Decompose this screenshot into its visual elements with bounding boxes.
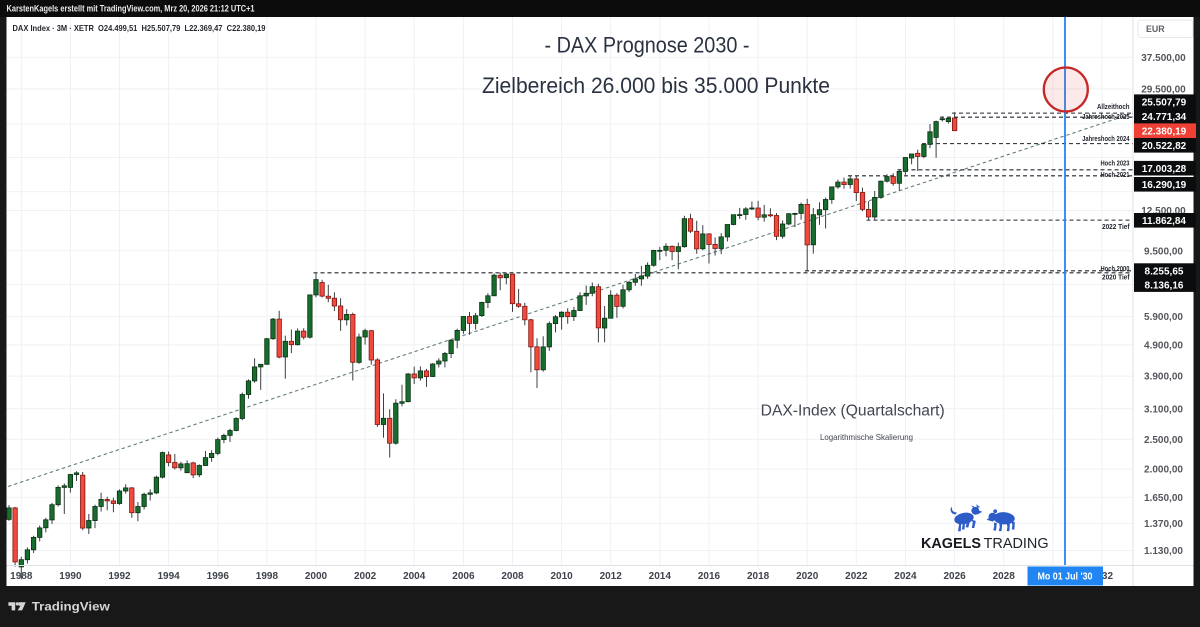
svg-text:16.290,19: 16.290,19 <box>1142 180 1187 191</box>
svg-text:1.650,00: 1.650,00 <box>1144 493 1183 504</box>
svg-text:3.100,00: 3.100,00 <box>1144 404 1183 415</box>
svg-text:1.370,00: 1.370,00 <box>1144 519 1183 530</box>
svg-text:1.130,00: 1.130,00 <box>1144 546 1183 557</box>
svg-text:TradingView: TradingView <box>32 602 110 614</box>
svg-text:12.500,00: 12.500,00 <box>1141 206 1186 217</box>
svg-text:Logarithmische Skalierung: Logarithmische Skalierung <box>820 432 913 442</box>
svg-text:Hoch 2021: Hoch 2021 <box>1101 172 1130 179</box>
svg-text:2026: 2026 <box>943 571 966 582</box>
svg-text:2010: 2010 <box>550 571 573 582</box>
svg-text:Hoch 2000: Hoch 2000 <box>1101 266 1130 273</box>
svg-text:2014: 2014 <box>649 571 672 582</box>
svg-text:8.136,16: 8.136,16 <box>1145 280 1184 291</box>
svg-text:Jahreshoch 2025: Jahreshoch 2025 <box>1082 114 1129 121</box>
svg-text:2020 Tief: 2020 Tief <box>1102 275 1130 282</box>
svg-text:2000: 2000 <box>305 571 328 582</box>
svg-text:EUR: EUR <box>1146 24 1165 34</box>
svg-text:Zielbereich 26.000 bis 35.000: Zielbereich 26.000 bis 35.000 Punkte <box>482 73 830 98</box>
svg-text:KarstenKagels erstellt mit Tra: KarstenKagels erstellt mit TradingView.c… <box>7 3 255 13</box>
svg-text:2002: 2002 <box>354 571 377 582</box>
svg-text:1988: 1988 <box>10 571 33 582</box>
svg-text:17.003,28: 17.003,28 <box>1142 164 1187 175</box>
svg-text:1992: 1992 <box>108 571 131 582</box>
svg-text:KAGELS: KAGELS <box>921 536 981 552</box>
svg-text:2022: 2022 <box>845 571 868 582</box>
svg-text:2.500,00: 2.500,00 <box>1144 435 1183 446</box>
svg-text:2008: 2008 <box>501 571 524 582</box>
svg-text:1996: 1996 <box>207 571 230 582</box>
svg-text:4.900,00: 4.900,00 <box>1144 341 1183 352</box>
svg-text:2028: 2028 <box>993 571 1016 582</box>
svg-text:Allzeithoch: Allzeithoch <box>1097 104 1130 111</box>
svg-text:2022 Tief: 2022 Tief <box>1102 224 1130 231</box>
svg-text:37.500,00: 37.500,00 <box>1141 53 1186 64</box>
svg-text:11.862,84: 11.862,84 <box>1142 216 1186 227</box>
svg-text:2018: 2018 <box>747 571 770 582</box>
svg-text:2006: 2006 <box>452 571 475 582</box>
svg-text:2012: 2012 <box>600 571 623 582</box>
svg-text:1998: 1998 <box>256 571 279 582</box>
svg-text:2024: 2024 <box>894 571 917 582</box>
svg-text:1990: 1990 <box>59 571 82 582</box>
svg-text:2020: 2020 <box>796 571 819 582</box>
svg-text:2.000,00: 2.000,00 <box>1144 465 1183 476</box>
svg-text:29.500,00: 29.500,00 <box>1141 85 1186 96</box>
svg-text:2004: 2004 <box>403 571 426 582</box>
svg-text:- DAX Prognose 2030 -: - DAX Prognose 2030 - <box>545 33 750 58</box>
svg-text:Jahreshoch 2024: Jahreshoch 2024 <box>1082 136 1129 143</box>
svg-text:1994: 1994 <box>157 571 180 582</box>
svg-text:22.380,19: 22.380,19 <box>1142 126 1187 137</box>
svg-text:2016: 2016 <box>698 571 721 582</box>
svg-text:5.900,00: 5.900,00 <box>1144 312 1183 323</box>
svg-text:DAX Index · 3M · XETR O24.499: DAX Index · 3M · XETR O24.499,51 H25.507… <box>13 23 266 33</box>
svg-text:DAX-Index (Quartalschart): DAX-Index (Quartalschart) <box>761 403 945 420</box>
svg-text:24.771,34: 24.771,34 <box>1142 112 1187 123</box>
svg-text:3.900,00: 3.900,00 <box>1144 372 1183 383</box>
svg-text:25.507,79: 25.507,79 <box>1142 97 1187 108</box>
svg-text:20.522,82: 20.522,82 <box>1142 141 1187 152</box>
svg-text:8.255,65: 8.255,65 <box>1145 266 1184 277</box>
svg-text:TRADING: TRADING <box>984 536 1049 552</box>
svg-text:Hoch 2023: Hoch 2023 <box>1101 161 1130 168</box>
svg-text:9.500,00: 9.500,00 <box>1144 246 1183 257</box>
svg-text:Mo 01 Jul '30: Mo 01 Jul '30 <box>1038 571 1093 582</box>
